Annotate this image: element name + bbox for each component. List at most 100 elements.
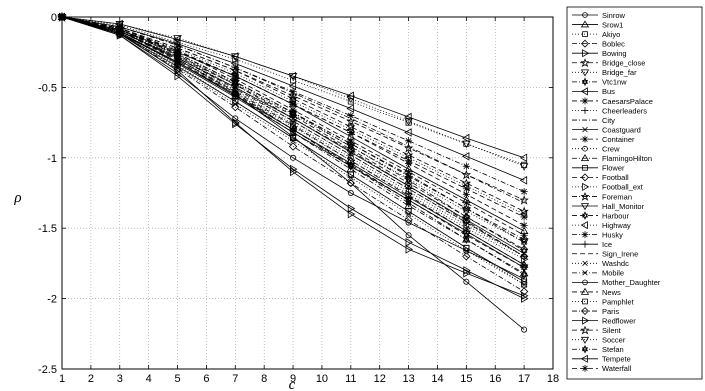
- series-point: [521, 281, 528, 288]
- series-point: [404, 118, 413, 126]
- series-point: [461, 203, 472, 214]
- series-point: [405, 245, 413, 254]
- legend-entry: Ice: [572, 240, 612, 249]
- series-point: [582, 49, 590, 58]
- legend-entry: Mother_Daughter: [572, 278, 661, 287]
- legend-entry: Bridge_close: [572, 58, 645, 68]
- x-tick-label: 5: [174, 373, 180, 385]
- series-point: [520, 221, 528, 229]
- axis-ticks: 1 2 3 4 5 6 7 8 9 10 11 12 13 14 15 16 17 180-0.5-1-1.5-2…: [38, 12, 559, 385]
- x-tick-label: 3: [117, 373, 123, 385]
- legend-entry: Srow1: [572, 20, 623, 29]
- y-tick-label: 0: [51, 12, 57, 24]
- legend-box: [566, 6, 703, 380]
- series-point: [581, 39, 589, 48]
- series-group: [57, 12, 529, 333]
- legend-label: Husky: [602, 230, 623, 239]
- series-point: [173, 35, 181, 44]
- legend-entry: Football_ext: [572, 183, 644, 192]
- series-point: [582, 260, 588, 266]
- y-tick-label: -1: [47, 153, 57, 165]
- series-point: [462, 140, 471, 149]
- series-point: [582, 279, 588, 286]
- series-point: [288, 142, 298, 151]
- x-tick-label: 12: [374, 373, 386, 385]
- series-point: [581, 307, 589, 316]
- series-line: [61, 16, 525, 292]
- legend-entry: Waterfall: [572, 364, 632, 373]
- series-point: [405, 198, 412, 208]
- series-point: [288, 128, 298, 136]
- series-point: [346, 143, 356, 151]
- series-point: [521, 326, 528, 333]
- series-point: [232, 115, 239, 122]
- legend-label: Akiyo: [602, 30, 620, 39]
- legend-entry: Pamphlet: [572, 297, 635, 306]
- series-point: [463, 278, 470, 285]
- series-point: [346, 178, 355, 188]
- series-point: [519, 234, 529, 245]
- series-point: [288, 71, 297, 81]
- series-point: [520, 270, 528, 280]
- series-point: [174, 54, 181, 64]
- series-point: [519, 260, 529, 268]
- series-point: [580, 354, 588, 363]
- series-point: [582, 182, 590, 191]
- series-point: [290, 154, 297, 161]
- legend-entry: Akiyo: [572, 30, 620, 39]
- legend-label: Hall_Monitor: [602, 202, 645, 211]
- series-point: [461, 152, 470, 161]
- legend-entry: Boblec: [572, 39, 625, 48]
- legend-label: Silent: [602, 326, 622, 335]
- legend-entry: FlamingoHilton: [572, 154, 652, 163]
- series-point: [173, 47, 182, 55]
- series-point: [582, 145, 588, 152]
- series-line: [61, 16, 525, 280]
- x-tick-label: 16: [489, 373, 501, 385]
- series-point: [230, 80, 240, 88]
- legend-label: Bridge_close: [602, 59, 645, 68]
- legend-label: CaesarsPalace: [602, 97, 653, 106]
- legend-entry: Vtc1nw: [572, 77, 627, 87]
- series-point: [582, 31, 588, 37]
- series-point: [581, 77, 589, 87]
- series-point: [581, 211, 589, 220]
- legend-label: Football: [602, 173, 629, 182]
- series-line: [61, 16, 525, 299]
- series-point: [288, 111, 298, 119]
- series-point: [519, 287, 529, 296]
- x-tick-label: 11: [345, 373, 356, 385]
- series-point: [173, 64, 182, 74]
- series-point: [405, 208, 412, 215]
- series-point: [463, 266, 471, 275]
- legend-label: Harbour: [602, 211, 630, 220]
- series-point: [580, 20, 590, 28]
- x-tick-label: 4: [146, 373, 152, 385]
- legend-label: Coastguard: [602, 125, 641, 134]
- legend-label: Redflower: [602, 316, 636, 325]
- legend-entry: City: [572, 116, 615, 125]
- series-point: [230, 65, 240, 76]
- series-point: [461, 169, 472, 180]
- series-line: [61, 16, 525, 167]
- series-point: [462, 190, 470, 199]
- legend-entry: Mobile: [572, 269, 624, 278]
- series-point: [580, 203, 590, 211]
- series-point: [347, 189, 354, 196]
- legend-label: Crew: [602, 145, 620, 154]
- series-point: [230, 59, 239, 68]
- series-line: [61, 16, 525, 257]
- series-point: [462, 162, 470, 170]
- legend-entry: Cheerleaders: [572, 106, 647, 115]
- legend-entry: Flower: [572, 164, 625, 173]
- series-line: [61, 16, 525, 159]
- series-line: [61, 16, 525, 274]
- legend-label: Cheerleaders: [602, 106, 647, 115]
- series-point: [580, 154, 590, 162]
- series-point: [462, 212, 471, 222]
- y-tick-label: -1.5: [38, 223, 57, 235]
- legend-label: Boblec: [602, 39, 625, 48]
- series-point: [521, 254, 529, 264]
- series-point: [582, 270, 588, 276]
- legend-label: Pamphlet: [602, 297, 635, 306]
